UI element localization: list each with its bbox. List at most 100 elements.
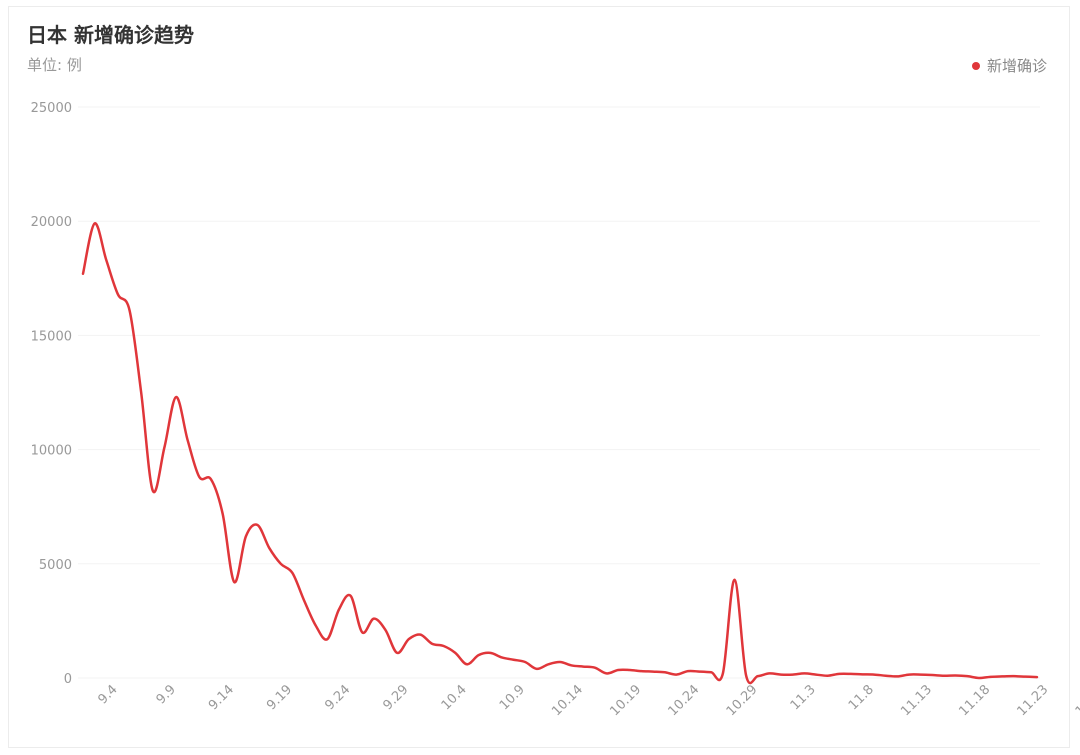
data-point[interactable] <box>777 671 785 679</box>
data-point[interactable] <box>905 671 913 679</box>
data-point[interactable] <box>160 443 168 451</box>
data-point[interactable] <box>172 393 180 401</box>
data-point[interactable] <box>847 670 855 678</box>
data-point[interactable] <box>765 669 773 677</box>
data-point[interactable] <box>696 668 704 676</box>
data-point[interactable] <box>731 576 739 584</box>
data-point[interactable] <box>719 669 727 677</box>
data-point[interactable] <box>254 521 262 529</box>
data-point[interactable] <box>928 671 936 679</box>
data-point[interactable] <box>568 661 576 669</box>
data-point[interactable] <box>277 560 285 568</box>
data-point[interactable] <box>917 671 925 679</box>
data-point[interactable] <box>219 510 227 518</box>
data-point[interactable] <box>800 669 808 677</box>
data-point[interactable] <box>1021 673 1029 681</box>
data-point[interactable] <box>137 389 145 397</box>
grid-lines <box>78 106 1040 679</box>
data-point[interactable] <box>521 658 529 666</box>
data-point[interactable] <box>533 665 541 673</box>
data-point[interactable] <box>102 256 110 264</box>
y-tick-label: 15000 <box>31 329 72 344</box>
data-point[interactable] <box>1033 673 1041 681</box>
data-point[interactable] <box>149 487 157 495</box>
data-point[interactable] <box>300 596 308 604</box>
y-tick-label: 5000 <box>39 558 72 573</box>
data-point[interactable] <box>79 270 87 278</box>
data-point[interactable] <box>91 219 99 227</box>
data-point[interactable] <box>789 671 797 679</box>
data-point[interactable] <box>661 668 669 676</box>
x-tick-label: 9.29 <box>381 682 412 713</box>
data-point[interactable] <box>649 668 657 676</box>
data-point[interactable] <box>312 621 320 629</box>
data-point[interactable] <box>556 658 564 666</box>
data-point[interactable] <box>405 635 413 643</box>
data-point[interactable] <box>451 649 459 657</box>
data-point[interactable] <box>242 532 250 540</box>
data-point[interactable] <box>463 660 471 668</box>
x-tick-label: 11.28 <box>1073 682 1080 719</box>
y-tick-label: 25000 <box>31 101 72 116</box>
data-point[interactable] <box>195 473 203 481</box>
data-point[interactable] <box>323 635 331 643</box>
x-tick-label: 11.3 <box>788 682 819 713</box>
data-point[interactable] <box>835 670 843 678</box>
data-point[interactable] <box>579 663 587 671</box>
data-point[interactable] <box>416 631 424 639</box>
data-point[interactable] <box>184 436 192 444</box>
data-point[interactable] <box>824 672 832 680</box>
data-point[interactable] <box>858 670 866 678</box>
data-point[interactable] <box>742 672 750 680</box>
data-point[interactable] <box>358 628 366 636</box>
data-point[interactable] <box>370 615 378 623</box>
legend-dot-icon <box>971 61 980 70</box>
y-tick-label: 0 <box>64 672 72 687</box>
data-point[interactable] <box>684 667 692 675</box>
data-point[interactable] <box>207 475 215 483</box>
data-point[interactable] <box>707 668 715 676</box>
x-tick-label: 9.24 <box>322 682 353 713</box>
data-point[interactable] <box>672 671 680 679</box>
data-point[interactable] <box>940 672 948 680</box>
data-point[interactable] <box>812 671 820 679</box>
data-point[interactable] <box>754 672 762 680</box>
data-point[interactable] <box>963 672 971 680</box>
data-point[interactable] <box>952 671 960 679</box>
data-point[interactable] <box>114 290 122 298</box>
data-point[interactable] <box>428 640 436 648</box>
x-axis-ticks: 9.4 9.9 9.14 9.19 9.24 9.29 10.4 10.9 10.14 10.19… <box>95 682 1080 719</box>
data-point[interactable] <box>347 592 355 600</box>
data-point[interactable] <box>288 569 296 577</box>
data-point[interactable] <box>870 671 878 679</box>
data-point[interactable] <box>637 667 645 675</box>
data-point[interactable] <box>882 672 890 680</box>
data-point[interactable] <box>998 672 1006 680</box>
data-point[interactable] <box>603 669 611 677</box>
data-point[interactable] <box>986 673 994 681</box>
data-point[interactable] <box>381 626 389 634</box>
data-point[interactable] <box>475 651 483 659</box>
data-point[interactable] <box>126 306 134 314</box>
data-point[interactable] <box>230 578 238 586</box>
data-point[interactable] <box>486 649 494 657</box>
data-point[interactable] <box>614 666 622 674</box>
data-point[interactable] <box>498 653 506 661</box>
x-tick-label: 10.9 <box>497 682 528 713</box>
x-tick-label: 9.4 <box>95 682 120 707</box>
chart-legend[interactable]: 新增确诊 <box>971 55 1047 76</box>
data-point[interactable] <box>544 660 552 668</box>
data-point[interactable] <box>626 666 634 674</box>
data-point[interactable] <box>393 649 401 657</box>
data-point[interactable] <box>1010 672 1018 680</box>
data-point[interactable] <box>440 642 448 650</box>
data-point[interactable] <box>265 544 273 552</box>
data-point[interactable] <box>509 656 517 664</box>
data-point[interactable] <box>893 672 901 680</box>
chart-title: 日本 新增确诊趋势 <box>27 23 194 47</box>
series-line-new-confirmed[interactable] <box>81 222 1039 685</box>
data-point[interactable] <box>591 664 599 672</box>
y-tick-label: 20000 <box>31 215 72 230</box>
data-point[interactable] <box>335 605 343 613</box>
data-point[interactable] <box>975 674 983 682</box>
